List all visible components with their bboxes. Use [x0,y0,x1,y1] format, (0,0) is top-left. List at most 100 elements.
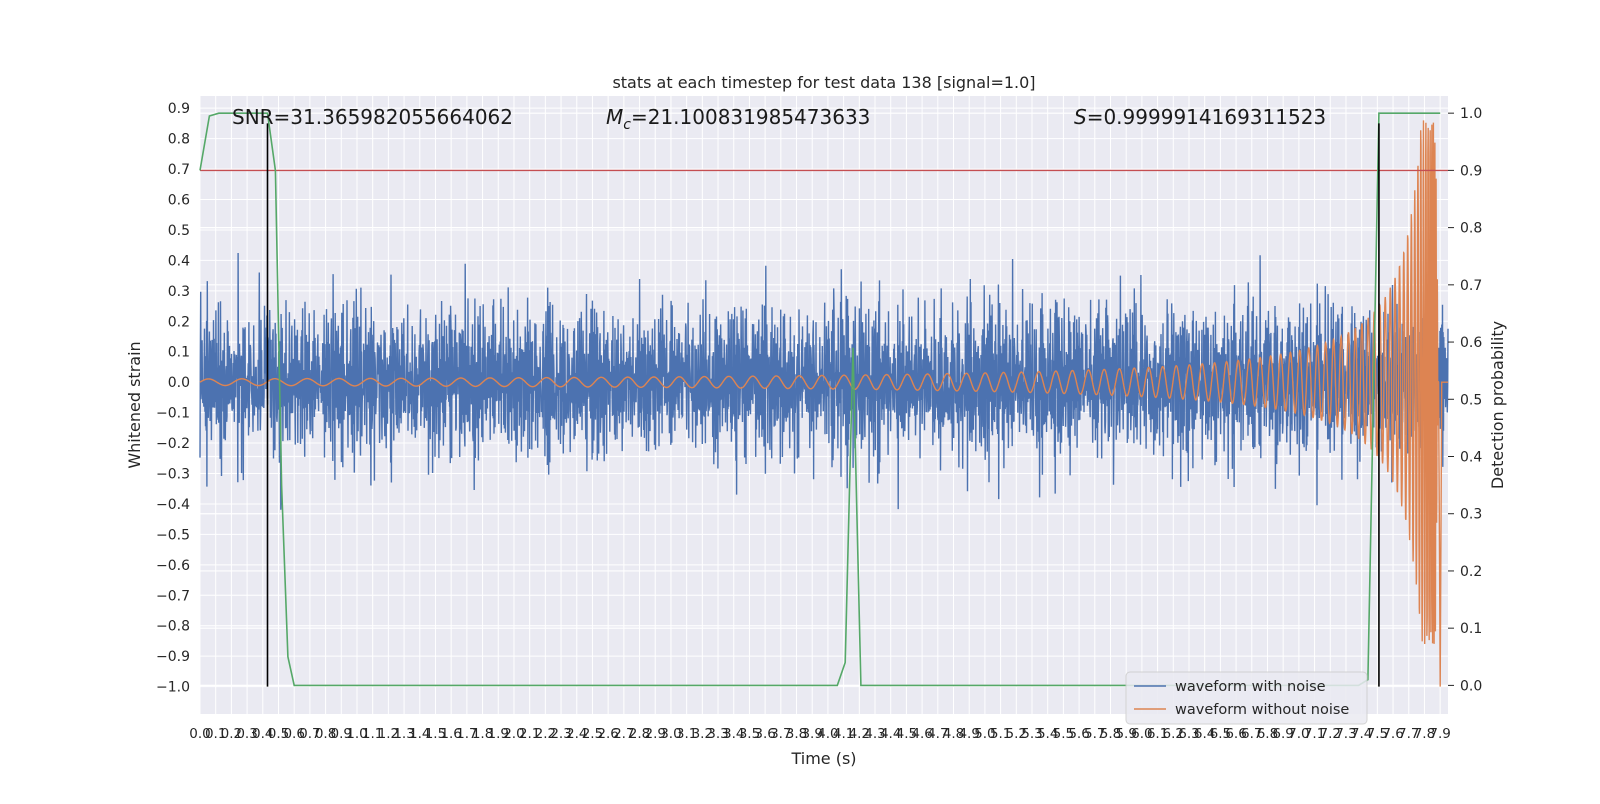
y-axis-label: Whitened strain [125,341,144,468]
x-tick-label: 6.4 [1194,726,1215,742]
x-tick-label: 0.9 [331,726,352,742]
x-tick-label: 0.0 [189,726,210,742]
x-tick-label: 4.2 [849,726,870,742]
x-tick-label: 3.2 [692,726,713,742]
x-tick-label: 2.7 [613,726,634,742]
x-tick-label: 6.8 [1257,726,1278,742]
x-tick-label: 4.3 [864,726,885,742]
x-tick-label: 5.5 [1053,726,1074,742]
y-tick-label: 0.6 [168,193,190,209]
x-tick-label: 2.8 [629,726,650,742]
x-tick-label: 3.7 [770,726,791,742]
x-tick-label: 1.8 [472,726,493,742]
legend: waveform with noise waveform without noi… [1125,671,1368,725]
y-tick-label: 0.2 [168,314,190,330]
x-tick-label: 2.2 [535,726,556,742]
chart-title: stats at each timestep for test data 138… [612,73,1035,92]
x-tick-label: 7.2 [1320,726,1341,742]
legend-label-noise: waveform with noise [1175,679,1326,695]
x-tick-label: 7.4 [1351,726,1372,742]
y-tick-label: −0.1 [156,406,190,422]
right-y-tick-labels: 0.0 0.1 0.2 0.3 0.4 0.5 0.6 0.7 0.8 0.9 1.0 [1448,106,1482,694]
x-tick-label: 3.0 [660,726,681,742]
x-tick-label: 7.8 [1414,726,1435,742]
x-tick-label: 5.8 [1100,726,1121,742]
x-tick-label: 0.4 [252,726,273,742]
x-tick-label: 5.7 [1084,726,1105,742]
x-tick-label: 4.6 [911,726,932,742]
x-tick-label: 0.2 [221,726,242,742]
y-tick-label: 0.5 [168,223,190,239]
x-tick-label: 0.8 [315,726,336,742]
y-tick-label: −0.3 [156,466,190,482]
s-annotation: S=0.9999914169311523 [1074,105,1326,129]
x-tick-label: 2.5 [582,726,603,742]
y-tick-label: 0.0 [168,375,190,391]
x-tick-label: 1.3 [393,726,414,742]
x-tick-label: 3.9 [801,726,822,742]
mc-symbol: M [606,105,623,129]
x-tick-label: 5.3 [1021,726,1042,742]
mc-subscript: c [623,117,631,133]
right-y-tick-label: 0.1 [1460,621,1482,637]
mc-annotation: Mc=21.100831985473633 [606,105,870,133]
right-y-tick-label: 0.4 [1460,450,1482,466]
y-tick-label: −0.6 [156,558,190,574]
x-tick-label: 7.0 [1288,726,1309,742]
y-tick-label: 0.8 [168,132,190,148]
right-y-tick-label: 0.3 [1460,507,1482,523]
y-tick-label: −0.9 [156,649,190,665]
x-tick-label: 3.5 [739,726,760,742]
x-tick-label: 7.9 [1429,726,1450,742]
x-tick-label: 0.3 [236,726,257,742]
y-tick-label: 0.9 [168,101,190,117]
x-tick-label: 7.5 [1367,726,1388,742]
x-tick-label: 7.7 [1398,726,1419,742]
x-tick-label: 4.9 [958,726,979,742]
x-tick-label: 3.8 [786,726,807,742]
series-waveform-without-noise [199,120,1448,687]
x-tick-label: 5.6 [1068,726,1089,742]
y-tick-label: 0.4 [168,253,190,269]
right-y-tick-label: 0.7 [1460,278,1482,294]
x-tick-label: 5.0 [974,726,995,742]
x-tick-label: 6.3 [1178,726,1199,742]
x-tick-label: 7.1 [1304,726,1325,742]
x-tick-label: 4.0 [817,726,838,742]
x-tick-labels: 0.00.10.20.30.40.50.60.70.80.91.01.11.21… [189,726,1451,742]
x-tick-label: 5.2 [1006,726,1027,742]
x-tick-label: 6.0 [1131,726,1152,742]
x-tick-label: 1.7 [456,726,477,742]
x-tick-label: 2.4 [566,726,587,742]
x-tick-label: 5.1 [990,726,1011,742]
x-tick-label: 4.4 [880,726,901,742]
x-tick-label: 1.4 [409,726,430,742]
right-y-axis-label: Detection probability [1488,321,1507,489]
x-tick-label: 0.1 [205,726,226,742]
x-tick-label: 5.9 [1115,726,1136,742]
right-y-tick-label: 0.5 [1460,392,1482,408]
x-tick-label: 2.9 [645,726,666,742]
s-value: =0.9999914169311523 [1087,105,1326,129]
x-tick-label: 6.1 [1147,726,1168,742]
x-tick-label: 2.0 [503,726,524,742]
x-tick-label: 1.5 [425,726,446,742]
series-waveform-with-noise [199,252,1449,510]
x-tick-label: 7.6 [1382,726,1403,742]
x-tick-label: 2.3 [550,726,571,742]
x-tick-label: 4.7 [927,726,948,742]
x-tick-label: 7.3 [1335,726,1356,742]
x-axis-label: Time (s) [790,749,856,768]
x-tick-label: 6.9 [1272,726,1293,742]
y-tick-labels: −1.0 −0.9 −0.8 −0.7 −0.6 −0.5 −0.4 −0.3 −0.2 −0.1… [156,101,190,695]
y-tick-label: −0.2 [156,436,190,452]
x-tick-label: 4.8 [943,726,964,742]
x-tick-label: 3.4 [723,726,744,742]
y-tick-label: 0.3 [168,284,190,300]
x-tick-label: 2.6 [597,726,618,742]
s-symbol: S [1074,105,1087,129]
y-tick-label: −0.4 [156,497,190,513]
x-tick-label: 5.4 [1037,726,1058,742]
